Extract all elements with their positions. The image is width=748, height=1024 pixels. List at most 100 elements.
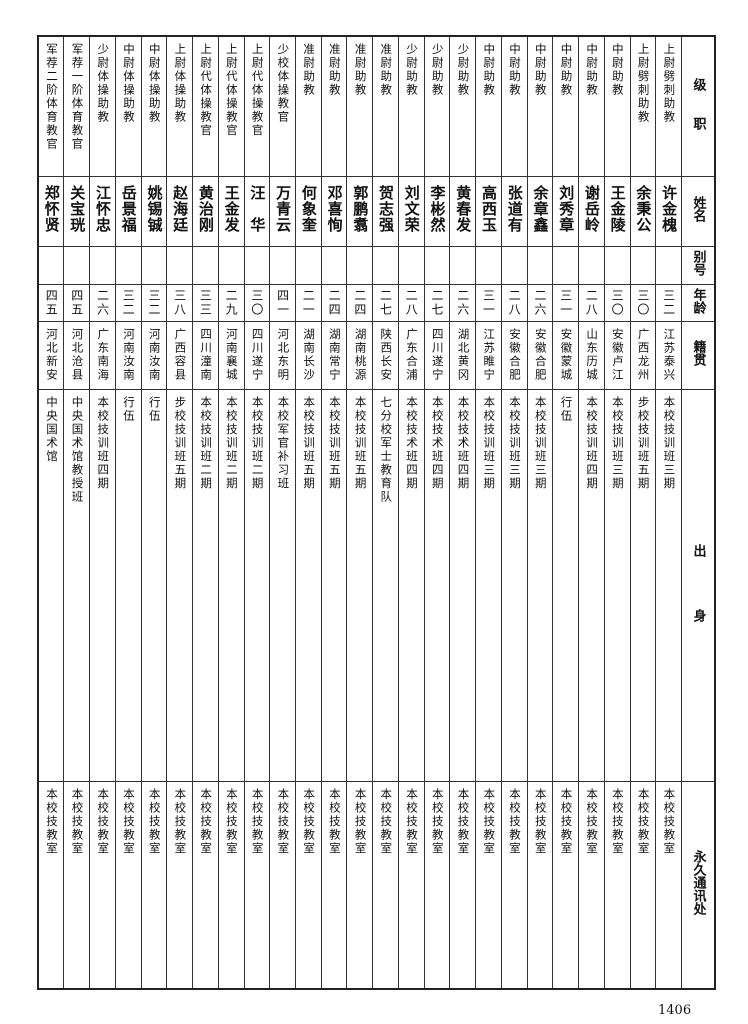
rank-value: 中尉助教 [507, 43, 522, 97]
age-value: 三〇 [610, 288, 625, 317]
header-label: 级 职 [690, 78, 706, 131]
edu-value: 行伍 [121, 395, 136, 423]
cell-age: 三二 [114, 283, 142, 322]
rank-value: 少校体操教官 [276, 43, 291, 124]
cell-age: 二九 [217, 283, 245, 322]
cell-name: 汪 华 [243, 175, 271, 247]
cell-rank: 上尉劈刺助教 [655, 35, 682, 177]
cell-origin: 湖南桃源 [346, 320, 374, 390]
cell-alias [37, 245, 65, 285]
cell-alias [423, 245, 451, 285]
origin-value: 江苏泰兴 [662, 327, 677, 382]
cell-rank: 中尉体操助教 [140, 35, 168, 177]
age-value: 二六 [532, 288, 547, 317]
header-label: 年龄 [690, 287, 706, 314]
addr-value: 本校技教室 [636, 787, 651, 856]
rank-value: 中尉助教 [482, 43, 497, 97]
edu-value: 步校技训班五期 [636, 395, 651, 491]
age-value: 三八 [172, 288, 187, 317]
cell-name: 王金陵 [603, 175, 631, 247]
rank-value: 少尉助教 [456, 43, 471, 97]
cell-edu: 本校技训班三期 [500, 388, 528, 782]
cell-alias [320, 245, 348, 285]
cell-age: 四一 [269, 283, 296, 322]
cell-edu: 七分校军士教育队 [372, 388, 399, 782]
rank-value: 军荐二阶体育教官 [44, 43, 59, 151]
age-value: 二九 [224, 288, 239, 317]
name-value: 王金发 [222, 184, 241, 233]
cell-addr: 本校技教室 [217, 780, 245, 990]
age-value: 二四 [327, 288, 342, 317]
edu-value: 本校技术班四期 [456, 395, 471, 491]
cell-origin: 四川潼南 [192, 320, 219, 390]
cell-age: 二六 [449, 283, 477, 322]
edu-value: 本校军官补习班 [276, 395, 291, 491]
name-value: 刘秀章 [557, 184, 576, 233]
header-edu: 出 身 [681, 388, 716, 782]
cell-addr: 本校技教室 [346, 780, 374, 990]
origin-value: 河南汝南 [121, 327, 136, 382]
age-value: 二四 [352, 288, 367, 317]
cell-addr: 本校技教室 [243, 780, 271, 990]
cell-addr: 本校技教室 [475, 780, 502, 990]
edu-value: 中央国术馆 [44, 395, 59, 464]
cell-addr: 本校技教室 [629, 780, 657, 990]
cell-age: 二四 [320, 283, 348, 322]
age-value: 二八 [507, 288, 522, 317]
edu-value: 本校技训班三期 [610, 395, 625, 491]
origin-value: 安徽合肥 [533, 327, 548, 382]
cell-alias [500, 245, 528, 285]
cell-edu: 本校技术班四期 [449, 388, 477, 782]
cell-addr: 本校技教室 [37, 780, 65, 990]
name-value: 汪 华 [248, 184, 267, 233]
page-number: 1406 [658, 1003, 692, 1018]
name-value: 郭鹏翥 [351, 184, 370, 233]
cell-edu: 中央国术馆教授班 [63, 388, 91, 782]
cell-name: 岳景福 [114, 175, 142, 247]
cell-name: 黄治刚 [192, 175, 219, 247]
edu-value: 七分校军士教育队 [379, 395, 394, 504]
cell-edu: 行伍 [552, 388, 580, 782]
edu-value: 本校技训班五期 [327, 395, 342, 491]
cell-age: 三一 [475, 283, 502, 322]
name-value: 余章鑫 [531, 184, 550, 233]
cell-alias [217, 245, 245, 285]
name-value: 黄治刚 [196, 184, 215, 233]
edu-value: 本校技训班三期 [533, 395, 548, 491]
age-value: 三一 [558, 288, 573, 317]
edu-value: 行伍 [559, 395, 574, 423]
cell-origin: 河南汝南 [140, 320, 168, 390]
edu-value: 本校技术班四期 [430, 395, 445, 491]
name-value: 邓喜恂 [325, 184, 344, 233]
name-value: 谢岳岭 [582, 184, 601, 233]
cell-origin: 湖南常宁 [320, 320, 348, 390]
cell-rank: 中尉助教 [578, 35, 605, 177]
cell-alias [655, 245, 682, 285]
cell-alias [166, 245, 194, 285]
cell-addr: 本校技教室 [140, 780, 168, 990]
cell-name: 许金槐 [655, 175, 682, 247]
addr-value: 本校技教室 [507, 787, 522, 856]
edu-value: 本校技训班五期 [302, 395, 317, 491]
cell-origin: 广西容县 [166, 320, 194, 390]
cell-alias [294, 245, 322, 285]
name-value: 赵海廷 [171, 184, 190, 233]
cell-origin: 湖南长沙 [294, 320, 322, 390]
cell-origin: 河南汝南 [114, 320, 142, 390]
addr-value: 本校技教室 [70, 787, 85, 856]
cell-name: 余章鑫 [526, 175, 554, 247]
cell-alias [397, 245, 425, 285]
age-value: 三二 [661, 288, 676, 317]
cell-alias [578, 245, 605, 285]
name-value: 余秉公 [634, 184, 653, 233]
name-value: 王金陵 [608, 184, 627, 233]
origin-value: 四川遂宁 [430, 327, 445, 382]
cell-addr: 本校技教室 [320, 780, 348, 990]
cell-age: 三〇 [243, 283, 271, 322]
cell-edu: 行伍 [114, 388, 142, 782]
addr-value: 本校技教室 [559, 787, 574, 856]
cell-alias [629, 245, 657, 285]
edu-value: 本校技训班五期 [353, 395, 368, 491]
origin-value: 河北沧县 [70, 327, 85, 382]
cell-edu: 本校技术班四期 [423, 388, 451, 782]
